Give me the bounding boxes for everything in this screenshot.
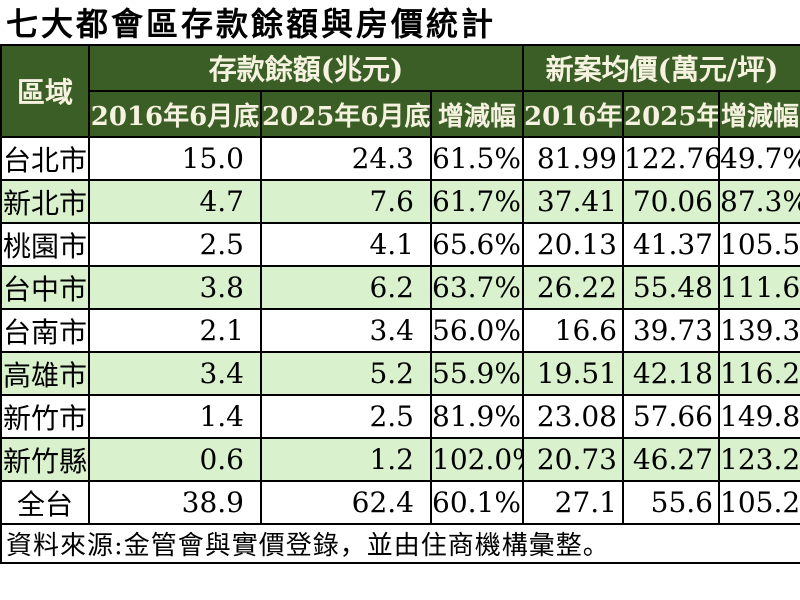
value-cell: 4.7 <box>88 179 262 224</box>
value-cell: 55.6 <box>622 480 720 525</box>
header-deposit-change: 增減幅 <box>430 90 524 138</box>
header-price-2016: 2016年 <box>522 90 624 138</box>
value-cell: 41.37 <box>622 222 720 267</box>
region-cell: 新竹市 <box>0 394 90 439</box>
value-cell: 116.2% <box>717 351 800 396</box>
value-cell: 111.6% <box>717 265 800 310</box>
value-cell: 61.7% <box>430 179 524 224</box>
value-cell: 37.41 <box>522 179 624 224</box>
value-cell: 4.1 <box>260 222 432 267</box>
value-cell: 57.66 <box>622 394 720 439</box>
region-cell: 新竹縣 <box>0 437 90 482</box>
value-cell: 62.4 <box>260 480 432 525</box>
value-cell: 3.4 <box>88 351 262 396</box>
value-cell: 55.9% <box>430 351 524 396</box>
header-deposit-2025: 2025年6月底 <box>260 90 432 138</box>
source-note: 資料來源:金管會與實價登錄，並由住商機構彙整。 <box>0 523 800 564</box>
value-cell: 20.73 <box>522 437 624 482</box>
value-cell: 55.48 <box>622 265 720 310</box>
value-cell: 63.7% <box>430 265 524 310</box>
value-cell: 2.5 <box>88 222 262 267</box>
region-cell: 台中市 <box>0 265 90 310</box>
value-cell: 149.8% <box>717 394 800 439</box>
region-cell: 台南市 <box>0 308 90 353</box>
value-cell: 20.13 <box>522 222 624 267</box>
value-cell: 81.99 <box>522 136 624 181</box>
value-cell: 139.3% <box>717 308 800 353</box>
value-cell: 39.73 <box>622 308 720 353</box>
stats-table: 區域 存款餘額(兆元) 新案均價(萬元/坪) 2016年6月底 2025年6月底… <box>0 44 800 564</box>
region-cell: 台北市 <box>0 136 90 181</box>
value-cell: 1.4 <box>88 394 262 439</box>
value-cell: 26.22 <box>522 265 624 310</box>
header-price-2025: 2025年 <box>622 90 720 138</box>
value-cell: 1.2 <box>260 437 432 482</box>
value-cell: 23.08 <box>522 394 624 439</box>
value-cell: 102.0% <box>430 437 524 482</box>
header-deposit-2016: 2016年6月底 <box>88 90 262 138</box>
value-cell: 2.1 <box>88 308 262 353</box>
region-cell: 全台 <box>0 480 90 525</box>
value-cell: 122.76 <box>622 136 720 181</box>
value-cell: 3.4 <box>260 308 432 353</box>
table-body: 台北市15.024.361.5%81.99122.7649.7%新北市4.77.… <box>0 136 800 525</box>
value-cell: 87.3% <box>717 179 800 224</box>
region-cell: 高雄市 <box>0 351 90 396</box>
value-cell: 15.0 <box>88 136 262 181</box>
value-cell: 61.5% <box>430 136 524 181</box>
value-cell: 65.6% <box>430 222 524 267</box>
value-cell: 16.6 <box>522 308 624 353</box>
table-header: 區域 存款餘額(兆元) 新案均價(萬元/坪) 2016年6月底 2025年6月底… <box>0 44 800 138</box>
value-cell: 0.6 <box>88 437 262 482</box>
value-cell: 49.7% <box>717 136 800 181</box>
value-cell: 105.5% <box>717 222 800 267</box>
value-cell: 27.1 <box>522 480 624 525</box>
value-cell: 24.3 <box>260 136 432 181</box>
value-cell: 5.2 <box>260 351 432 396</box>
region-cell: 新北市 <box>0 179 90 224</box>
header-group-price: 新案均價(萬元/坪) <box>521 44 800 92</box>
value-cell: 123.2% <box>717 437 800 482</box>
page-title: 七大都會區存款餘額與房價統計 <box>6 5 497 43</box>
region-cell: 桃園市 <box>0 222 90 267</box>
value-cell: 70.06 <box>622 179 720 224</box>
value-cell: 46.27 <box>622 437 720 482</box>
value-cell: 60.1% <box>430 480 524 525</box>
value-cell: 7.6 <box>260 179 432 224</box>
value-cell: 56.0% <box>430 308 524 353</box>
value-cell: 6.2 <box>260 265 432 310</box>
header-group-deposit: 存款餘額(兆元) <box>88 44 524 92</box>
value-cell: 42.18 <box>622 351 720 396</box>
value-cell: 2.5 <box>260 394 432 439</box>
value-cell: 81.9% <box>430 394 524 439</box>
table-footer: 資料來源:金管會與實價登錄，並由住商機構彙整。 <box>0 523 800 564</box>
value-cell: 19.51 <box>522 351 624 396</box>
value-cell: 38.9 <box>88 480 262 525</box>
value-cell: 105.2% <box>717 480 800 525</box>
header-region: 區域 <box>0 44 90 138</box>
value-cell: 3.8 <box>88 265 262 310</box>
header-price-change: 增減幅 <box>717 90 800 138</box>
